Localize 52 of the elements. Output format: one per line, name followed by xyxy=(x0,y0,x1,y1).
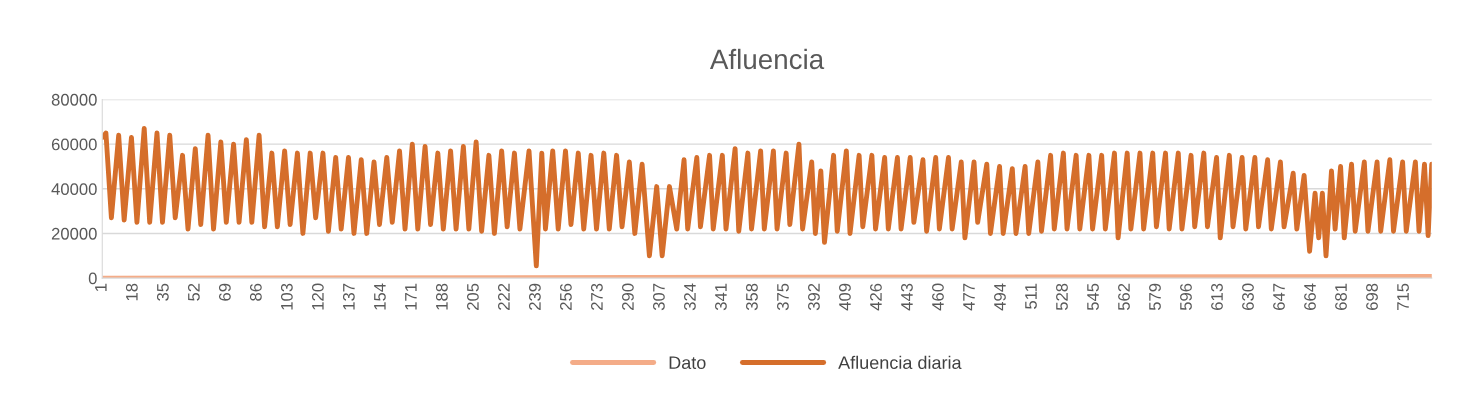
line-series xyxy=(102,126,1432,269)
y-tick-label: 0 xyxy=(88,272,97,285)
x-tick-label: 256 xyxy=(560,283,572,310)
x-tick-label: 1 xyxy=(95,283,107,291)
x-tick-label: 545 xyxy=(1087,283,1099,311)
x-tick-label: 681 xyxy=(1335,283,1347,310)
y-tick-label: 20000 xyxy=(51,227,97,240)
x-tick-label: 358 xyxy=(746,283,758,311)
x-tick-label: 35 xyxy=(156,283,169,301)
x-tick-label: 324 xyxy=(684,283,696,311)
x-tick-label: 86 xyxy=(249,283,262,301)
x-tick-label: 205 xyxy=(466,283,479,310)
legend-label: Afluencia diaria xyxy=(838,355,962,370)
x-tick-label: 103 xyxy=(280,283,293,310)
x-tick-label: 630 xyxy=(1242,283,1254,310)
x-tick-label: 613 xyxy=(1211,283,1223,310)
x-tick-label: 18 xyxy=(125,283,138,301)
x-tick-label: 647 xyxy=(1273,283,1285,310)
y-tick-label: 80000 xyxy=(51,93,97,106)
x-tick-label: 188 xyxy=(435,283,448,310)
x-tick-label: 239 xyxy=(528,283,541,310)
x-tick-label: 460 xyxy=(932,283,944,311)
x-tick-label: 698 xyxy=(1366,283,1378,310)
x-tick-label: 137 xyxy=(342,283,355,310)
x-tick-label: 307 xyxy=(653,283,665,311)
x-tick-label: 409 xyxy=(839,283,851,311)
x-tick-label: 52 xyxy=(187,283,200,301)
x-tick-label: 222 xyxy=(497,283,510,310)
y-tick-label: 40000 xyxy=(51,183,97,195)
x-tick-label: 69 xyxy=(218,283,231,301)
x-tick-label: 494 xyxy=(994,283,1006,311)
legend-label: Dato xyxy=(669,356,706,370)
x-tick-label: 596 xyxy=(1180,283,1192,311)
chart-title: Afluencia xyxy=(709,48,825,70)
x-tick-label: 154 xyxy=(374,283,386,310)
x-tick-label: 273 xyxy=(591,283,603,310)
x-tick-label: 477 xyxy=(963,283,975,311)
x-tick-label: 171 xyxy=(405,283,417,310)
y-tick-label: 60000 xyxy=(51,138,97,151)
x-tick-label: 715 xyxy=(1397,283,1409,310)
x-tick-label: 511 xyxy=(1025,283,1037,309)
x-tick-label: 579 xyxy=(1149,283,1161,311)
x-tick-label: 290 xyxy=(622,283,634,310)
x-tick-label: 443 xyxy=(901,283,913,311)
x-tick-label: 664 xyxy=(1304,283,1316,310)
x-tick-label: 562 xyxy=(1118,283,1130,311)
x-tick-label: 375 xyxy=(777,283,789,311)
x-tick-label: 426 xyxy=(870,283,882,311)
x-tick-label: 341 xyxy=(715,283,727,311)
x-tick-label: 528 xyxy=(1056,283,1068,311)
x-tick-label: 120 xyxy=(311,283,324,310)
x-tick-label: 392 xyxy=(808,283,820,311)
